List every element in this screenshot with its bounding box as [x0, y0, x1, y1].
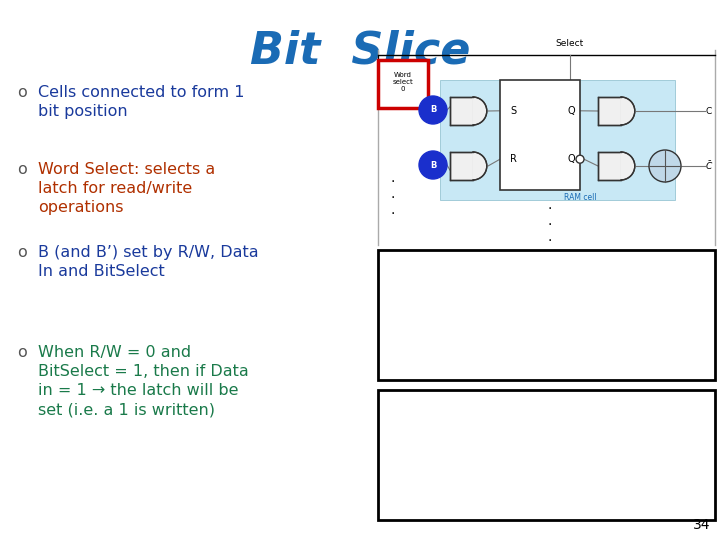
Text: o: o: [17, 85, 27, 100]
Bar: [378, 250, 715, 380]
Bar: [450, 97, 473, 125]
Text: B: B: [430, 160, 436, 170]
Circle shape: [419, 151, 447, 179]
Text: R: R: [510, 154, 517, 164]
Circle shape: [419, 96, 447, 124]
Bar: [378, 390, 715, 520]
Text: Bit  Slice: Bit Slice: [250, 30, 470, 73]
Text: Word
select
0: Word select 0: [392, 72, 413, 92]
Text: Q: Q: [568, 106, 575, 116]
Text: RAM cell: RAM cell: [564, 193, 596, 202]
Text: $\bar{C}$: $\bar{C}$: [705, 159, 714, 172]
Circle shape: [649, 150, 681, 182]
Polygon shape: [473, 152, 487, 180]
Text: Word Select: selects a
latch for read/write
operations: Word Select: selects a latch for read/wr…: [38, 162, 215, 215]
Text: Q: Q: [568, 154, 575, 164]
Text: Cells connected to form 1
bit position: Cells connected to form 1 bit position: [38, 85, 245, 119]
Polygon shape: [621, 97, 635, 125]
Text: ·
·
·: · · ·: [548, 202, 552, 248]
Text: B: B: [430, 105, 436, 114]
Polygon shape: [473, 97, 487, 125]
Text: S: S: [510, 106, 516, 116]
Bar: [598, 97, 621, 125]
Bar: [440, 80, 675, 200]
Text: o: o: [17, 162, 27, 177]
Bar: [378, 60, 428, 108]
Text: When R/W = 0 and
BitSelect = 1, then if Data
in = 1 → the latch will be
set (i.e: When R/W = 0 and BitSelect = 1, then if …: [38, 345, 248, 417]
Text: ·
·
·: · · ·: [391, 175, 395, 221]
Text: C: C: [705, 106, 711, 116]
Bar: [500, 80, 580, 190]
Bar: [450, 152, 473, 180]
Text: o: o: [17, 345, 27, 360]
Text: 34: 34: [693, 518, 710, 532]
Text: Select: Select: [556, 39, 584, 48]
Circle shape: [576, 155, 584, 163]
Text: o: o: [17, 245, 27, 260]
Text: B (and B’) set by R/W, Data
In and BitSelect: B (and B’) set by R/W, Data In and BitSe…: [38, 245, 258, 279]
Polygon shape: [621, 152, 635, 180]
Bar: [598, 152, 621, 180]
